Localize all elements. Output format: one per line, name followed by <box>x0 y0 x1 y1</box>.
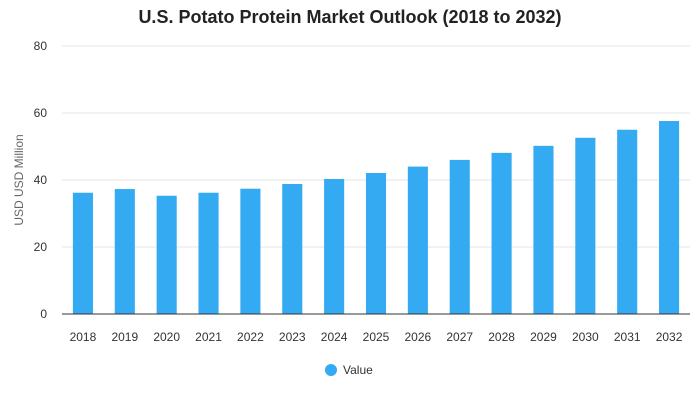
x-tick-label: 2018 <box>70 330 97 344</box>
bar[interactable] <box>575 137 596 314</box>
x-tick-label: 2029 <box>530 330 557 344</box>
x-tick-label: 2024 <box>321 330 348 344</box>
bar-layer <box>72 121 680 314</box>
legend[interactable]: Value <box>325 363 373 377</box>
x-tick-label: 2019 <box>111 330 138 344</box>
bar[interactable] <box>407 166 428 314</box>
x-tick-label: 2031 <box>614 330 641 344</box>
bar[interactable] <box>114 189 135 314</box>
legend-label: Value <box>343 363 373 377</box>
x-tick-label: 2030 <box>572 330 599 344</box>
y-tick-label: 60 <box>34 106 48 120</box>
x-tick-label: 2026 <box>405 330 432 344</box>
x-tick-label: 2022 <box>237 330 264 344</box>
bar[interactable] <box>282 184 303 314</box>
bar[interactable] <box>72 192 93 314</box>
x-tick-label: 2023 <box>279 330 306 344</box>
x-tick-label: 2028 <box>488 330 515 344</box>
x-tick-label: 2021 <box>195 330 222 344</box>
bar[interactable] <box>617 129 638 314</box>
bar[interactable] <box>324 178 345 314</box>
y-tick-label: 20 <box>34 240 48 254</box>
x-tick-label: 2032 <box>656 330 683 344</box>
bar[interactable] <box>533 145 554 314</box>
x-tick-label: 2027 <box>446 330 473 344</box>
x-tick-label: 2020 <box>153 330 180 344</box>
y-tick-label: 0 <box>40 307 47 321</box>
y-axis-title: USD USD Million <box>12 134 26 225</box>
y-tick-label: 80 <box>34 39 48 53</box>
x-tick-label: 2025 <box>363 330 390 344</box>
bar[interactable] <box>156 195 177 314</box>
chart-title: U.S. Potato Protein Market Outlook (2018… <box>138 7 562 27</box>
bar[interactable] <box>449 159 470 314</box>
bar[interactable] <box>659 121 680 314</box>
bar[interactable] <box>240 188 261 314</box>
bar[interactable] <box>365 172 387 314</box>
legend-marker <box>325 364 337 376</box>
bar[interactable] <box>491 152 512 314</box>
y-tick-label: 40 <box>34 173 48 187</box>
label-layer: 0 20 40 60 80 USD USD Million 2018 2019 2020 2021… <box>12 39 683 344</box>
bar[interactable] <box>198 192 219 314</box>
